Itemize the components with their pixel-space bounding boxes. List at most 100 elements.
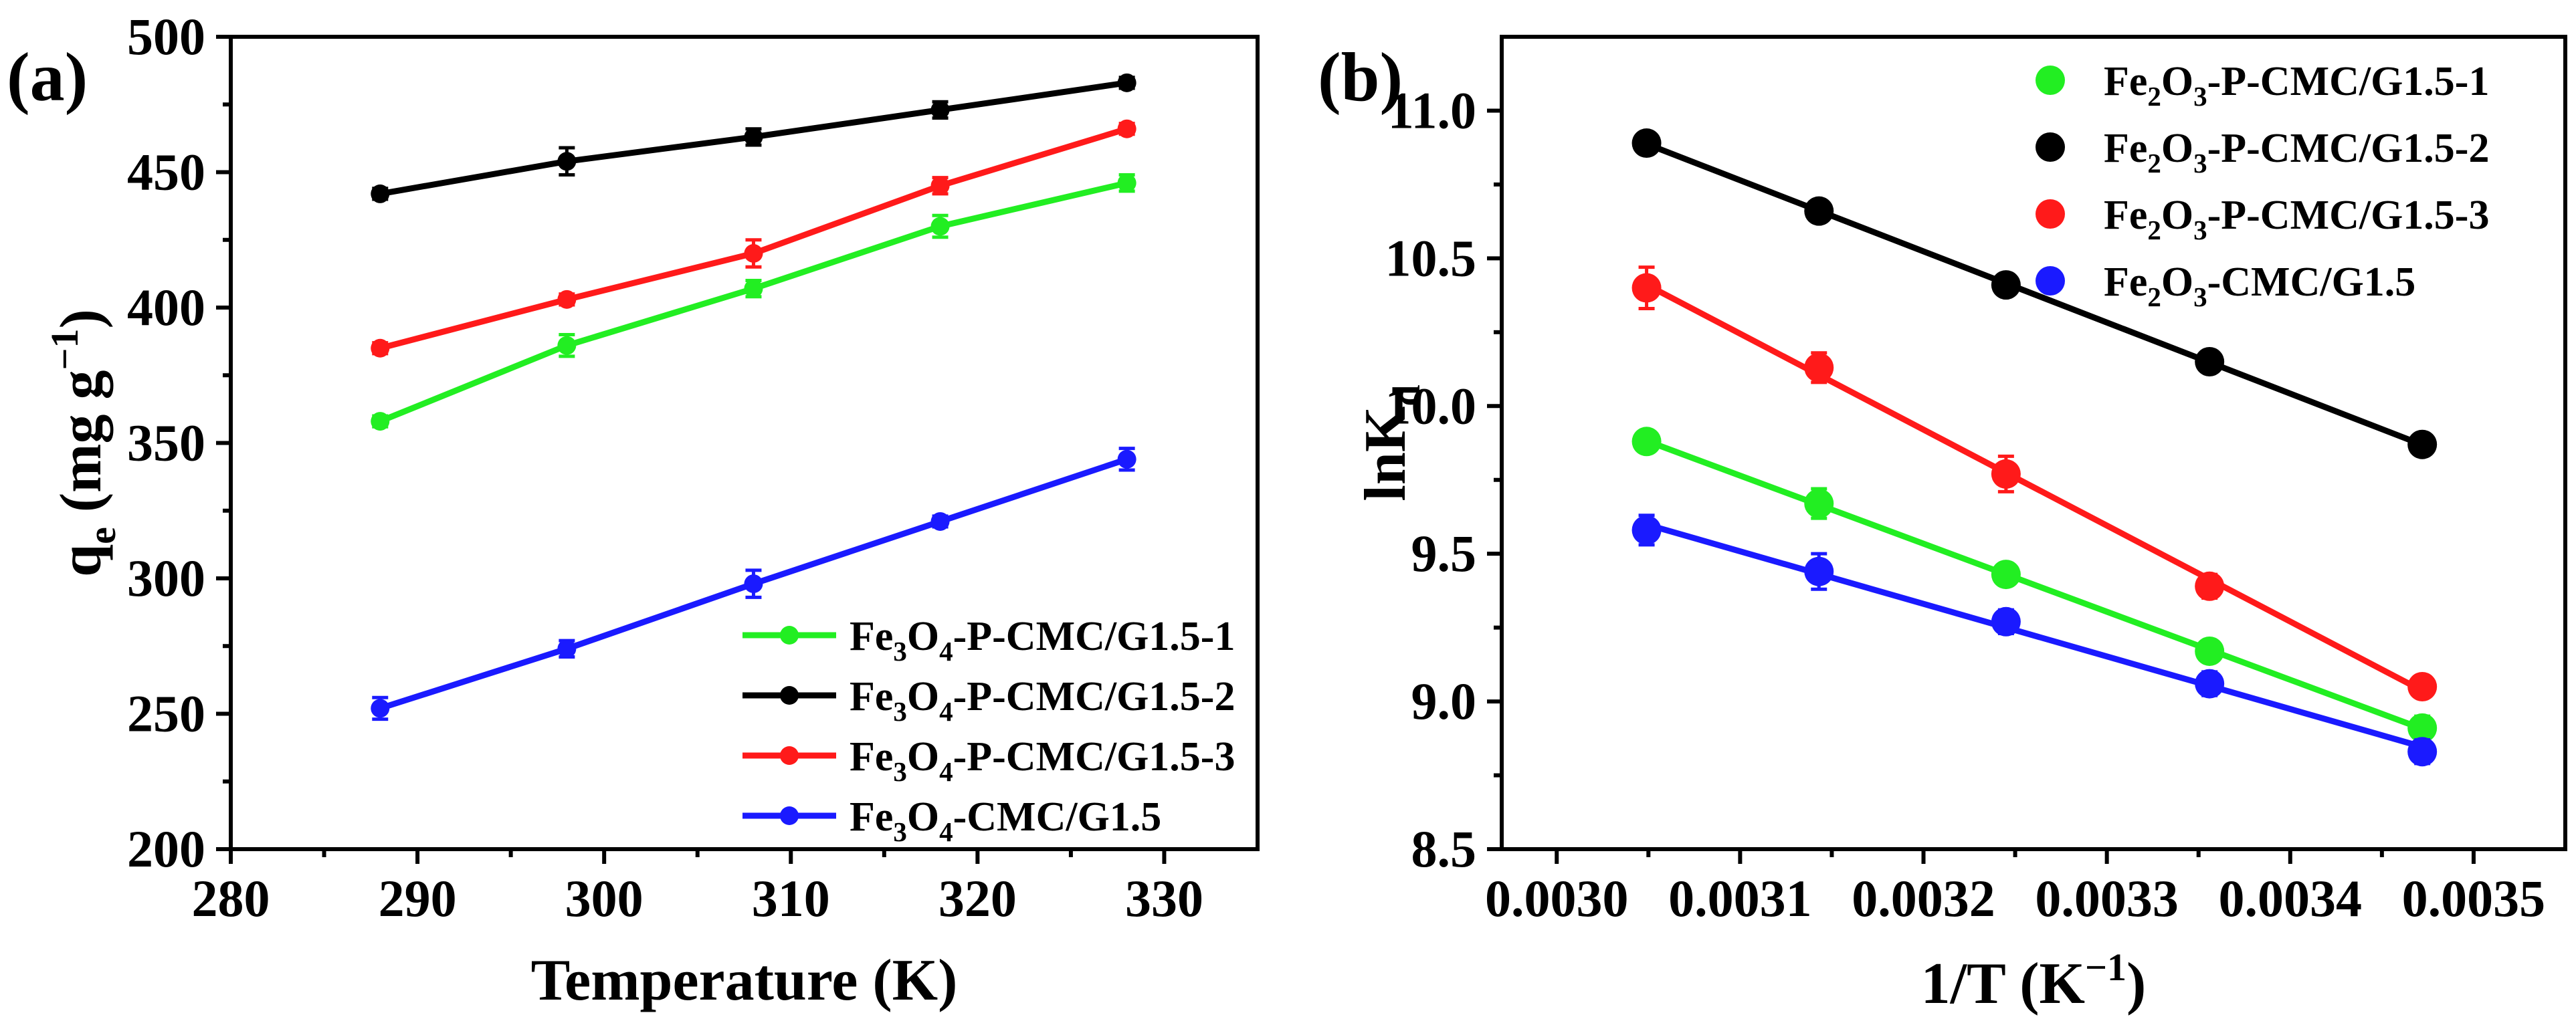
x-axis-title: Temperature (K) bbox=[531, 948, 958, 1013]
y-tick-label: 10.0 bbox=[1385, 376, 1477, 435]
series-2 bbox=[371, 73, 1136, 203]
legend-marker bbox=[2036, 266, 2065, 296]
legend-marker bbox=[780, 806, 799, 825]
data-point bbox=[1117, 449, 1136, 469]
legend-marker bbox=[2036, 199, 2065, 229]
data-point bbox=[1804, 352, 1834, 382]
data-point bbox=[2407, 672, 2438, 701]
data-point bbox=[930, 176, 950, 195]
x-tick-label: 0.0031 bbox=[1668, 869, 1812, 927]
legend-entry: Fe3O4-P-CMC/G1.5-2 bbox=[742, 674, 1235, 727]
data-point bbox=[1117, 119, 1136, 138]
plot-frame bbox=[1500, 35, 2567, 851]
data-point bbox=[1804, 556, 1834, 586]
data-point bbox=[371, 412, 390, 431]
x-axis-title: 1/T (K−1) bbox=[1921, 945, 2147, 1016]
data-point bbox=[2195, 347, 2225, 376]
data-point bbox=[744, 574, 763, 594]
legend-label: Fe2O3-P-CMC/G1.5-1 bbox=[2104, 59, 2489, 112]
data-point bbox=[371, 184, 390, 203]
data-point bbox=[1991, 270, 2021, 300]
legend-label: Fe2O3-CMC/G1.5 bbox=[2104, 259, 2415, 312]
legend-entry: Fe3O4-CMC/G1.5 bbox=[742, 794, 1161, 847]
data-point bbox=[1991, 560, 2021, 590]
x-tick-label: 0.0033 bbox=[2035, 869, 2179, 927]
y-tick-label: 9.0 bbox=[1411, 672, 1477, 730]
data-point bbox=[1991, 606, 2021, 637]
x-tick-label: 290 bbox=[379, 869, 457, 927]
y-axis-title: qe (mg g−1) bbox=[43, 309, 124, 577]
legend-label: Fe3O4-P-CMC/G1.5-1 bbox=[850, 614, 1235, 667]
data-point bbox=[371, 699, 390, 718]
y-tick-label: 9.5 bbox=[1411, 524, 1477, 582]
fit-line bbox=[1645, 281, 2424, 693]
data-point bbox=[1117, 173, 1136, 193]
y-axis-title: lnKd bbox=[1353, 384, 1428, 501]
y-tick-label: 500 bbox=[127, 7, 205, 66]
data-point bbox=[2195, 571, 2225, 601]
series-2 bbox=[1631, 128, 2438, 459]
x-tick-label: 310 bbox=[752, 869, 830, 927]
legend-label: Fe3O4-P-CMC/G1.5-2 bbox=[850, 674, 1235, 727]
data-point bbox=[930, 511, 950, 531]
legend-entry: Fe2O3-P-CMC/G1.5-3 bbox=[2036, 193, 2489, 245]
series-1 bbox=[1631, 427, 2438, 743]
panel-b-chart: 8.5 9.0 9.5 10.0 10.5 11.0 0.0030 0.0031 0.0032 0… bbox=[1318, 35, 2567, 1016]
data-point bbox=[557, 336, 577, 355]
data-point bbox=[744, 244, 763, 263]
legend-entry: Fe3O4-P-CMC/G1.5-3 bbox=[742, 734, 1235, 787]
data-point bbox=[557, 152, 577, 171]
data-point bbox=[1991, 459, 2021, 489]
x-tick-label: 320 bbox=[938, 869, 1017, 927]
y-tick-label: 450 bbox=[127, 143, 205, 201]
x-tick-label: 300 bbox=[565, 869, 643, 927]
data-point bbox=[1631, 427, 1662, 457]
series-3 bbox=[371, 119, 1136, 358]
data-point bbox=[2407, 713, 2438, 743]
data-point bbox=[930, 100, 950, 120]
y-tick-label: 350 bbox=[127, 414, 205, 472]
data-point bbox=[1631, 273, 1662, 303]
series-3 bbox=[1631, 265, 2438, 701]
data-point bbox=[2407, 737, 2438, 767]
x-tick-label: 280 bbox=[192, 869, 270, 927]
y-tick-label: 400 bbox=[127, 278, 205, 336]
data-point bbox=[2195, 636, 2225, 666]
data-point bbox=[557, 639, 577, 659]
fit-line bbox=[1646, 438, 2423, 732]
data-point bbox=[371, 338, 390, 358]
panel-label: (b) bbox=[1318, 39, 1403, 116]
panel-label: (a) bbox=[7, 39, 88, 116]
legend-marker bbox=[780, 746, 799, 765]
plot-frame bbox=[229, 35, 1260, 851]
y-tick-label: 11.0 bbox=[1388, 81, 1476, 139]
x-tick-label: 0.0032 bbox=[1852, 869, 1995, 927]
data-point bbox=[744, 279, 763, 298]
data-point bbox=[557, 290, 577, 309]
series-4 bbox=[1631, 514, 2438, 767]
legend-entry: Fe2O3-P-CMC/G1.5-2 bbox=[2036, 126, 2489, 179]
legend-label: Fe3O4-P-CMC/G1.5-3 bbox=[850, 734, 1235, 787]
panel-a-chart: 200 250 300 350 400 450 500 280 290 300 310 320 330 (… bbox=[7, 7, 1260, 1013]
series-1 bbox=[371, 173, 1136, 431]
legend-entry: Fe3O4-P-CMC/G1.5-1 bbox=[742, 614, 1235, 667]
data-point bbox=[1804, 196, 1834, 226]
fit-line bbox=[1645, 141, 2423, 448]
legend-label: Fe3O4-CMC/G1.5 bbox=[850, 794, 1161, 847]
y-tick-label: 200 bbox=[127, 820, 205, 878]
y-tick-label: 250 bbox=[127, 685, 205, 743]
data-point bbox=[2195, 669, 2225, 699]
legend-label: Fe2O3-P-CMC/G1.5-2 bbox=[2104, 126, 2489, 179]
data-point bbox=[1117, 73, 1136, 92]
x-tick-label: 0.0034 bbox=[2219, 869, 2363, 927]
x-tick-label: 0.0035 bbox=[2402, 869, 2546, 927]
data-point bbox=[1631, 515, 1662, 545]
x-tick-label: 0.0030 bbox=[1485, 869, 1629, 927]
data-point bbox=[1804, 489, 1834, 519]
legend-entry: Fe2O3-CMC/G1.5 bbox=[2036, 259, 2415, 312]
fit-line bbox=[1646, 522, 2423, 750]
series-4 bbox=[371, 447, 1136, 721]
legend-marker bbox=[780, 686, 799, 705]
legend-marker bbox=[2036, 132, 2065, 162]
